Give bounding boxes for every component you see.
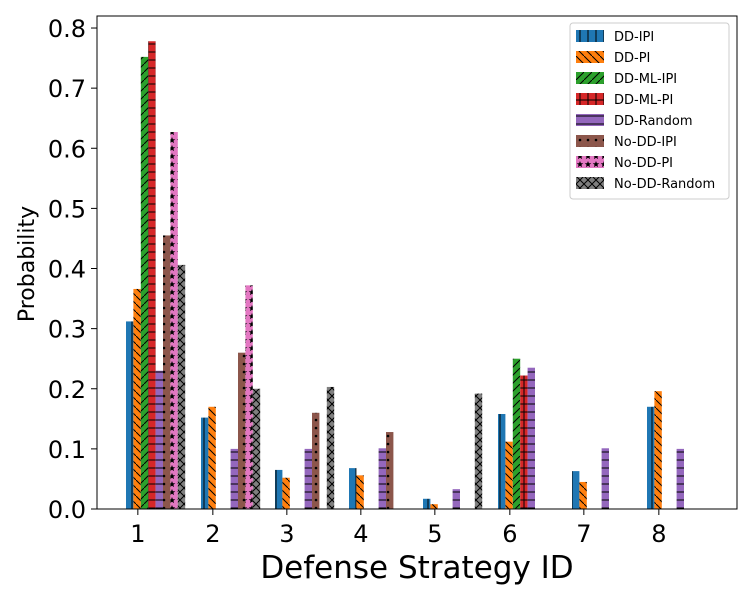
bar-dd-random-8 [676,448,684,509]
bar-dd-ipi-5 [423,498,431,509]
x-tick-label: 3 [279,520,294,548]
bar-dd-random-6 [527,367,535,509]
legend-swatch [576,93,604,105]
y-tick-label: 0.0 [48,496,86,524]
legend-label: No-DD-IPI [614,135,677,150]
legend-label: DD-ML-IPI [614,72,677,87]
bar-dd-pi-8 [654,391,662,509]
bar-dd-random-7 [601,448,609,509]
bar-dd-ipi-4 [349,468,357,509]
bar-dd-random-3 [304,448,312,509]
legend-label: No-DD-PI [614,156,673,171]
bar-no-dd-random-5 [474,393,483,509]
bar-no-dd-ipi-3 [312,412,320,509]
legend-box [569,22,730,200]
bar-no-dd-random-2 [252,388,261,509]
legend-swatch [576,177,604,189]
y-tick-label: 0.8 [48,15,86,43]
bar-dd-ml-pi-6 [520,375,528,509]
bar-no-dd-ipi-4 [386,432,394,509]
x-tick-label: 2 [205,520,220,548]
bar-no-dd-random-1 [177,264,186,509]
bar-dd-pi-1 [133,288,141,509]
legend-label: DD-Random [614,114,693,129]
legend-swatch [576,156,604,168]
legend-swatch [576,51,604,63]
legend-label: DD-ML-PI [614,93,673,108]
bar-dd-ipi-3 [275,469,283,509]
y-tick-label: 0.3 [48,316,86,344]
plot-frame [96,15,738,510]
y-tick-label: 0.5 [48,195,86,223]
bar-no-dd-random-3 [326,386,335,509]
bar-dd-random-2 [230,448,238,509]
legend-label: DD-PI [614,51,650,66]
bar-dd-ipi-1 [126,321,134,509]
x-tick-label: 8 [651,520,666,548]
y-tick-label: 0.1 [48,436,86,464]
x-tick-label: 4 [353,520,368,548]
bar-no-dd-pi-1 [170,132,178,510]
y-tick-label: 0.2 [48,376,86,404]
bar-dd-ipi-2 [201,417,209,509]
bar-no-dd-pi-2 [245,285,253,509]
bar-dd-pi-4 [356,475,364,509]
legend-swatch [576,135,604,147]
bar-dd-ipi-7 [572,471,580,509]
legend-swatch [576,72,604,84]
y-tick-label: 0.4 [48,256,86,284]
legend-swatch [576,30,604,42]
bars-group [126,41,684,510]
bar-dd-pi-6 [505,441,513,509]
bar-dd-random-5 [452,489,460,509]
legend-label: No-DD-Random [614,177,715,192]
legend: DD-IPI DD-PI DD-ML-IPI DD-ML-PI DD-Random No-… [569,22,730,200]
y-tick-label: 0.6 [48,135,86,163]
bar-dd-random-4 [378,448,386,509]
bar-dd-ipi-8 [647,406,655,509]
bar-dd-random-1 [155,370,163,509]
bar-no-dd-ipi-2 [238,352,246,509]
bar-no-dd-ipi-1 [163,235,171,509]
bar-dd-pi-7 [579,481,587,509]
x-axis: 1 2 3 4 5 6 7 8 [130,509,666,548]
x-axis-label: Defense Strategy ID [260,550,573,586]
x-tick-label: 5 [427,520,442,548]
bar-dd-ml-pi-1 [148,41,156,509]
x-tick-label: 1 [130,520,145,548]
x-tick-label: 6 [502,520,517,548]
bar-dd-ml-ipi-6 [512,358,521,509]
bar-dd-pi-3 [282,477,290,509]
bar-dd-ml-ipi-1 [140,56,149,509]
bar-dd-ipi-6 [498,414,506,509]
y-axis-label: Probability [15,206,40,322]
y-axis: 0.0 0.1 0.2 0.3 0.4 0.5 0.6 0.7 0.8 [48,15,97,524]
y-tick-label: 0.7 [48,75,86,103]
legend-label: DD-IPI [614,30,654,45]
x-tick-label: 7 [576,520,591,548]
bar-dd-pi-2 [208,406,216,509]
bar-dd-pi-5 [430,504,438,509]
legend-swatch [576,114,604,126]
